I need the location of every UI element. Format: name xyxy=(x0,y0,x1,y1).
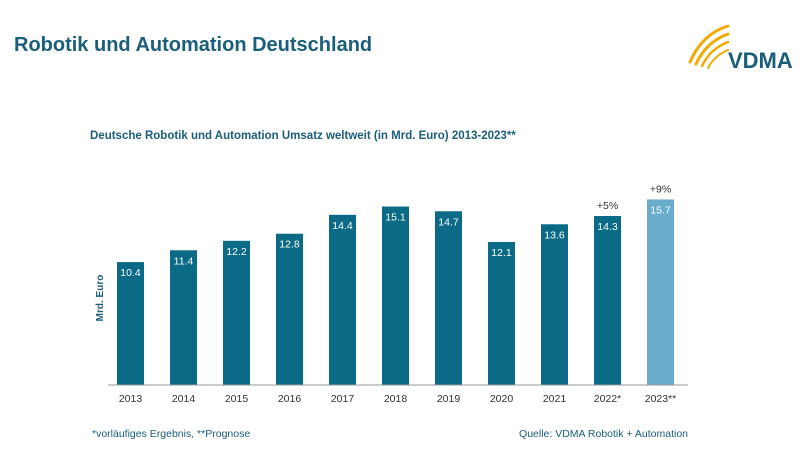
x-tick-label: 2019 xyxy=(437,393,461,405)
y-axis-label: Mrd. Euro xyxy=(95,275,106,322)
page-title: Robotik und Automation Deutschland xyxy=(14,34,373,56)
bar-value-label: 12.2 xyxy=(226,246,247,258)
bar-value-label: 14.7 xyxy=(438,216,459,228)
footnote: *vorläufiges Ergebnis, **Prognose xyxy=(92,428,251,440)
bar-series: 10.4 2013 11.4 2014 12.2 2015 12.8 2016 14.4 2017… xyxy=(117,183,676,405)
x-tick-label: 2013 xyxy=(119,393,143,405)
vdma-logo-text: VDMA xyxy=(728,48,793,73)
bar-2014 xyxy=(170,250,197,385)
bar-2013 xyxy=(117,262,144,385)
x-tick-label: 2016 xyxy=(278,393,302,405)
bar-value-label: 13.6 xyxy=(544,229,565,241)
growth-annotation: +5% xyxy=(597,200,618,212)
growth-annotation: +9% xyxy=(650,183,671,195)
bar-2017 xyxy=(329,214,356,385)
x-tick-label: 2015 xyxy=(225,393,249,405)
bar-value-label: 14.3 xyxy=(597,221,618,233)
x-tick-label: 2017 xyxy=(331,393,355,405)
bar-2016 xyxy=(276,233,303,385)
bar-value-label: 12.8 xyxy=(279,239,300,251)
x-tick-label: 2018 xyxy=(384,393,408,405)
bar-2020 xyxy=(488,242,515,385)
x-tick-label: 2020 xyxy=(490,393,514,405)
bar-value-label: 12.1 xyxy=(491,247,512,259)
x-tick-label: 2022* xyxy=(594,393,621,405)
bar-2023 xyxy=(647,199,674,385)
bar-2021 xyxy=(541,224,568,385)
bar-2022 xyxy=(594,216,621,385)
bar-value-label: 14.4 xyxy=(332,220,353,232)
bar-value-label: 11.4 xyxy=(174,255,194,267)
bar-2018 xyxy=(382,206,409,385)
bar-2019 xyxy=(435,211,462,385)
vdma-logo-arcs-icon xyxy=(688,24,730,69)
bar-value-label: 15.1 xyxy=(385,212,406,224)
x-tick-label: 2023** xyxy=(645,393,677,405)
bar-value-label: 15.7 xyxy=(650,204,671,216)
x-tick-label: 2021 xyxy=(543,393,567,405)
source-note: Quelle: VDMA Robotik + Automation xyxy=(519,428,688,440)
vdma-logo: VDMA xyxy=(688,24,793,73)
chart-title: Deutsche Robotik und Automation Umsatz w… xyxy=(90,130,516,142)
x-tick-label: 2014 xyxy=(172,393,196,405)
bar-value-label: 10.4 xyxy=(120,267,141,279)
bar-2015 xyxy=(223,240,250,385)
